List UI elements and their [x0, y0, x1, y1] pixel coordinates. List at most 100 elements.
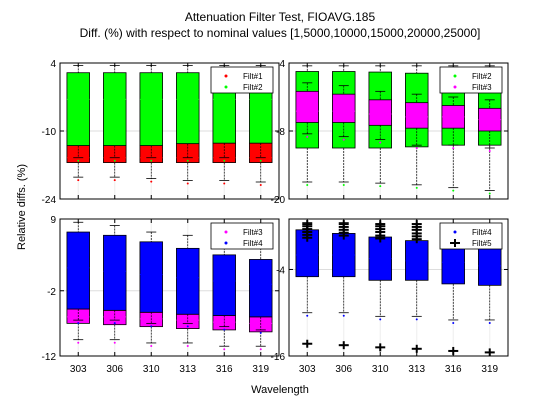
- outlier-point: [77, 341, 80, 344]
- x-tick-label: 310: [372, 364, 389, 375]
- x-tick-label: 313: [408, 364, 425, 375]
- outlier-point: [77, 322, 80, 325]
- x-tick-label: 306: [106, 364, 123, 375]
- outlier-point: [223, 348, 226, 351]
- outlier-point: [342, 314, 345, 317]
- outlier-point: [306, 184, 309, 186]
- outlier-point: [77, 179, 80, 182]
- panel-top-left: 4 -10 -24 Filt#1 Filt#2: [42, 59, 280, 206]
- legend-label: Filt#5: [472, 239, 492, 248]
- outlier-point: [186, 182, 189, 185]
- legend-label: Filt#4: [472, 228, 492, 237]
- legend-marker: [224, 85, 228, 89]
- outlier-point: [415, 147, 418, 150]
- box-Filt#4: [249, 259, 273, 318]
- legend-box: [210, 222, 274, 250]
- outlier-point: [259, 184, 262, 186]
- legend-label: Filt#2: [472, 72, 492, 81]
- panel-bottom-left: 9 -2 -12 303 306 310 313 316 319 Filt#3 Filt#4: [42, 215, 280, 375]
- x-tick-label: 313: [179, 364, 196, 375]
- legend-label: Filt#4: [243, 239, 263, 248]
- outlier-point: [488, 321, 491, 324]
- outlier-point: [259, 331, 262, 334]
- outlier-point: [150, 159, 153, 162]
- chart-title: Attenuation Filter Test, FIOAVG.185: [184, 10, 376, 24]
- outlier-point: [259, 159, 262, 162]
- legend-marker: [453, 230, 457, 234]
- y-tick-label: -2: [47, 287, 56, 298]
- box-Filt#3: [332, 93, 356, 123]
- outlier-point: [186, 159, 189, 162]
- legend-marker: [224, 241, 228, 245]
- outlier-point: [223, 159, 226, 162]
- y-tick-label: -8: [276, 127, 285, 138]
- outlier-point: [223, 328, 226, 331]
- outlier-point: [452, 321, 455, 324]
- y-tick-label: 4: [279, 59, 285, 70]
- legend-marker: [224, 230, 228, 234]
- x-tick-label: 316: [216, 364, 233, 375]
- box-Filt#4: [103, 234, 127, 311]
- y-tick-label: 9: [50, 215, 56, 226]
- x-axis-label: Wavelength: [251, 384, 309, 396]
- outlier-point: [186, 325, 189, 328]
- outlier-point: [223, 182, 226, 185]
- x-tick-label: 306: [335, 364, 352, 375]
- box-Filt#2: [176, 72, 200, 145]
- box-Filt#4: [66, 231, 90, 310]
- box-Filt#3: [295, 90, 319, 123]
- outlier-point: [150, 325, 153, 328]
- outlier-point: [415, 318, 418, 321]
- outlier-point: [342, 138, 345, 141]
- legend-label: Filt#1: [243, 72, 263, 81]
- outlier-point: [452, 189, 455, 192]
- legend-label: Filt#3: [472, 83, 492, 92]
- box-Filt#4: [441, 243, 465, 285]
- y-tick-label: -4: [276, 265, 285, 276]
- outlier-point: [488, 150, 491, 152]
- y-tick-label: -16: [271, 352, 286, 363]
- outlier-point: [113, 179, 116, 182]
- outlier-point: [488, 192, 491, 195]
- outlier-point: [113, 159, 116, 162]
- x-tick-label: 319: [252, 364, 269, 375]
- outlier-point: [186, 344, 189, 347]
- chart-subtitle: Diff. (%) with respect to nominal values…: [79, 26, 481, 40]
- box-Filt#4: [212, 254, 236, 316]
- panel-bottom-right: -4 -16 303 306 310 313 316 319 Filt#4 Filt#5: [271, 218, 509, 375]
- outlier-point: [150, 180, 153, 183]
- outlier-point: [306, 135, 309, 138]
- legend-marker: [224, 74, 228, 78]
- legend-box: [210, 66, 274, 94]
- outlier-point: [379, 185, 382, 188]
- outlier-point: [150, 344, 153, 347]
- y-tick-label: 4: [50, 59, 56, 70]
- x-tick-label: 310: [143, 364, 160, 375]
- box-Filt#2: [66, 72, 90, 146]
- box-Filt#3: [405, 102, 429, 129]
- panel-top-right: 4 -8 -20 Filt#2 Filt#3: [271, 59, 509, 206]
- outlier-point: [259, 348, 262, 351]
- box-Filt#2: [103, 72, 127, 146]
- outlier-point: [113, 322, 116, 325]
- box-Filt#2: [139, 72, 163, 146]
- panel-frame: [288, 218, 509, 357]
- box-Filt#3: [368, 99, 392, 126]
- legend-box: [439, 222, 503, 250]
- legend-label: Filt#2: [243, 83, 263, 92]
- x-tick-label: 303: [299, 364, 316, 375]
- outlier-point: [415, 186, 418, 189]
- panel-frame: [59, 218, 280, 357]
- x-tick-label: 316: [445, 364, 462, 375]
- box-Filt#4: [139, 241, 163, 313]
- legend-box: [439, 66, 503, 94]
- legend-marker: [453, 74, 457, 78]
- legend-label: Filt#3: [243, 228, 263, 237]
- y-tick-label: -20: [271, 195, 286, 206]
- outlier-point: [113, 341, 116, 344]
- outlier-point: [379, 318, 382, 321]
- box-Filt#4: [176, 247, 200, 315]
- outlier-point: [379, 141, 382, 144]
- outlier-point: [342, 184, 345, 186]
